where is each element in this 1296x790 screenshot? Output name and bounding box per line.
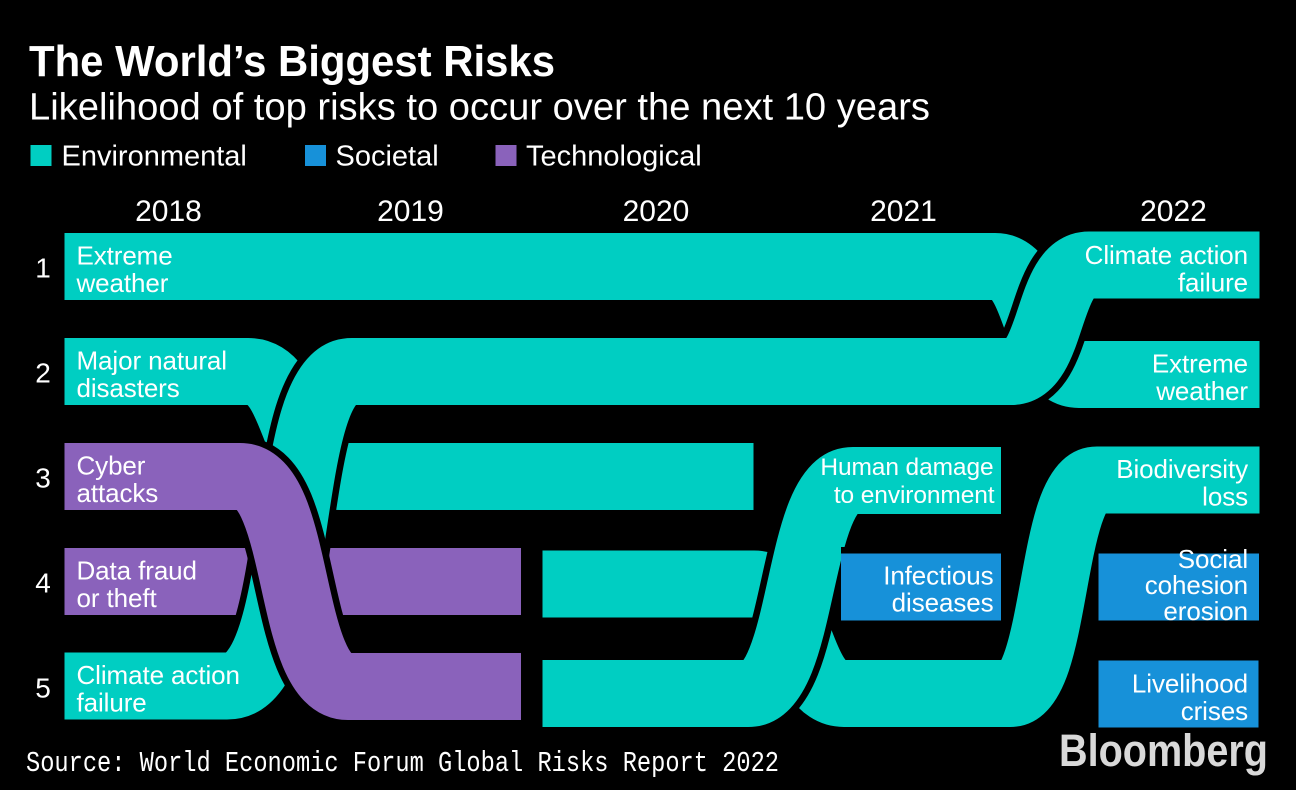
svg-text:Human damage: Human damage — [820, 454, 993, 481]
svg-text:erosion: erosion — [1163, 596, 1248, 626]
svg-text:3: 3 — [35, 463, 51, 494]
svg-text:disasters: disasters — [77, 373, 180, 403]
svg-text:Cyber: Cyber — [77, 451, 146, 481]
svg-text:2019: 2019 — [377, 195, 444, 228]
svg-text:Societal: Societal — [336, 141, 439, 173]
svg-text:2: 2 — [35, 358, 51, 389]
svg-text:Environmental: Environmental — [62, 141, 247, 173]
svg-text:2020: 2020 — [623, 195, 690, 228]
svg-text:Bloomberg: Bloomberg — [1059, 725, 1268, 776]
svg-text:Climate action: Climate action — [1085, 240, 1248, 270]
svg-text:1: 1 — [35, 253, 51, 284]
svg-text:5: 5 — [35, 673, 51, 704]
svg-text:Extreme: Extreme — [1152, 349, 1248, 379]
svg-text:Data fraud: Data fraud — [77, 556, 197, 586]
svg-text:attacks: attacks — [77, 478, 159, 508]
svg-text:Infectious: Infectious — [883, 561, 993, 591]
svg-text:Likelihood of top risks to occ: Likelihood of top risks to occur over th… — [29, 87, 930, 129]
svg-text:loss: loss — [1202, 482, 1248, 512]
svg-text:2021: 2021 — [870, 195, 937, 228]
svg-text:Source: World Economic Forum G: Source: World Economic Forum Global Risk… — [26, 747, 779, 780]
svg-text:2022: 2022 — [1140, 195, 1207, 228]
svg-text:failure: failure — [77, 688, 147, 718]
svg-text:Technological: Technological — [526, 141, 702, 173]
svg-text:Extreme: Extreme — [77, 241, 173, 271]
svg-text:The World’s Biggest Risks: The World’s Biggest Risks — [29, 37, 555, 86]
svg-text:Climate action: Climate action — [77, 660, 240, 690]
svg-text:Social: Social — [1178, 544, 1248, 574]
svg-text:diseases: diseases — [892, 588, 994, 618]
svg-text:weather: weather — [76, 268, 169, 298]
svg-text:Major natural: Major natural — [77, 346, 227, 376]
svg-text:4: 4 — [35, 568, 51, 599]
svg-text:cohesion: cohesion — [1145, 570, 1248, 600]
svg-text:weather: weather — [1155, 376, 1248, 406]
svg-text:Livelihood: Livelihood — [1132, 669, 1248, 699]
svg-text:crises: crises — [1181, 696, 1248, 726]
svg-text:failure: failure — [1178, 268, 1248, 298]
svg-text:to environment: to environment — [834, 482, 995, 509]
svg-text:Biodiversity: Biodiversity — [1116, 454, 1248, 484]
svg-text:2018: 2018 — [135, 195, 202, 228]
svg-text:or theft: or theft — [77, 583, 158, 613]
